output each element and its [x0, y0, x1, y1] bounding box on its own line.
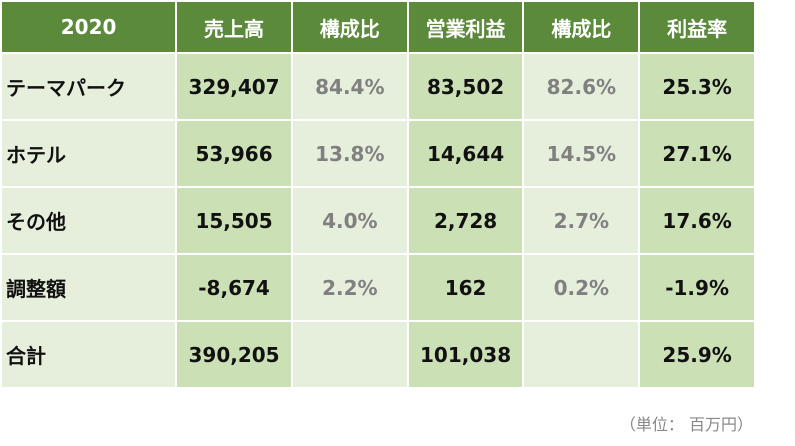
total-row: 合計 390,205 101,038 25.9%	[2, 322, 754, 387]
profit-share-value: 14.5%	[524, 121, 639, 186]
header-year: 2020	[2, 2, 176, 52]
header-operating-profit: 営業利益	[408, 2, 523, 52]
row-label: テーマパーク	[2, 54, 176, 119]
profit-share-value: 0.2%	[524, 255, 639, 320]
table-row: 調整額 -8,674 2.2% 162 0.2% -1.9%	[2, 255, 754, 320]
operating-profit-value: 14,644	[408, 121, 523, 186]
header-profit-share: 構成比	[524, 2, 639, 52]
row-label: 合計	[2, 322, 176, 387]
header-sales: 売上高	[177, 2, 291, 52]
profit-margin-value: 25.3%	[640, 54, 754, 119]
profit-share-value: 82.6%	[524, 54, 639, 119]
row-label: ホテル	[2, 121, 176, 186]
sales-share-value: 4.0%	[292, 188, 407, 253]
operating-profit-value: 83,502	[408, 54, 523, 119]
sales-share-value	[292, 322, 407, 387]
sales-share-value: 13.8%	[292, 121, 407, 186]
sales-value: 390,205	[177, 322, 291, 387]
profit-share-value: 2.7%	[524, 188, 639, 253]
profit-share-value	[524, 322, 639, 387]
profit-margin-value: -1.9%	[640, 255, 754, 320]
operating-profit-value: 2,728	[408, 188, 523, 253]
header-sales-share: 構成比	[292, 2, 407, 52]
unit-note: （単位： 百万円）	[619, 415, 753, 434]
sales-value: -8,674	[177, 255, 291, 320]
table-row: その他 15,505 4.0% 2,728 2.7% 17.6%	[2, 188, 754, 253]
sales-value: 329,407	[177, 54, 291, 119]
table-row: テーマパーク 329,407 84.4% 83,502 82.6% 25.3%	[2, 54, 754, 119]
profit-margin-value: 25.9%	[640, 322, 754, 387]
sales-value: 15,505	[177, 188, 291, 253]
sales-value: 53,966	[177, 121, 291, 186]
financial-table: 2020 売上高 構成比 営業利益 構成比 利益率 テーマパーク 329,407…	[2, 2, 754, 387]
profit-margin-value: 27.1%	[640, 121, 754, 186]
row-label: その他	[2, 188, 176, 253]
operating-profit-value: 101,038	[408, 322, 523, 387]
sales-share-value: 2.2%	[292, 255, 407, 320]
header-row: 2020 売上高 構成比 営業利益 構成比 利益率	[2, 2, 754, 52]
row-label: 調整額	[2, 255, 176, 320]
operating-profit-value: 162	[408, 255, 523, 320]
profit-margin-value: 17.6%	[640, 188, 754, 253]
sales-share-value: 84.4%	[292, 54, 407, 119]
header-profit-margin: 利益率	[640, 2, 754, 52]
table-row: ホテル 53,966 13.8% 14,644 14.5% 27.1%	[2, 121, 754, 186]
